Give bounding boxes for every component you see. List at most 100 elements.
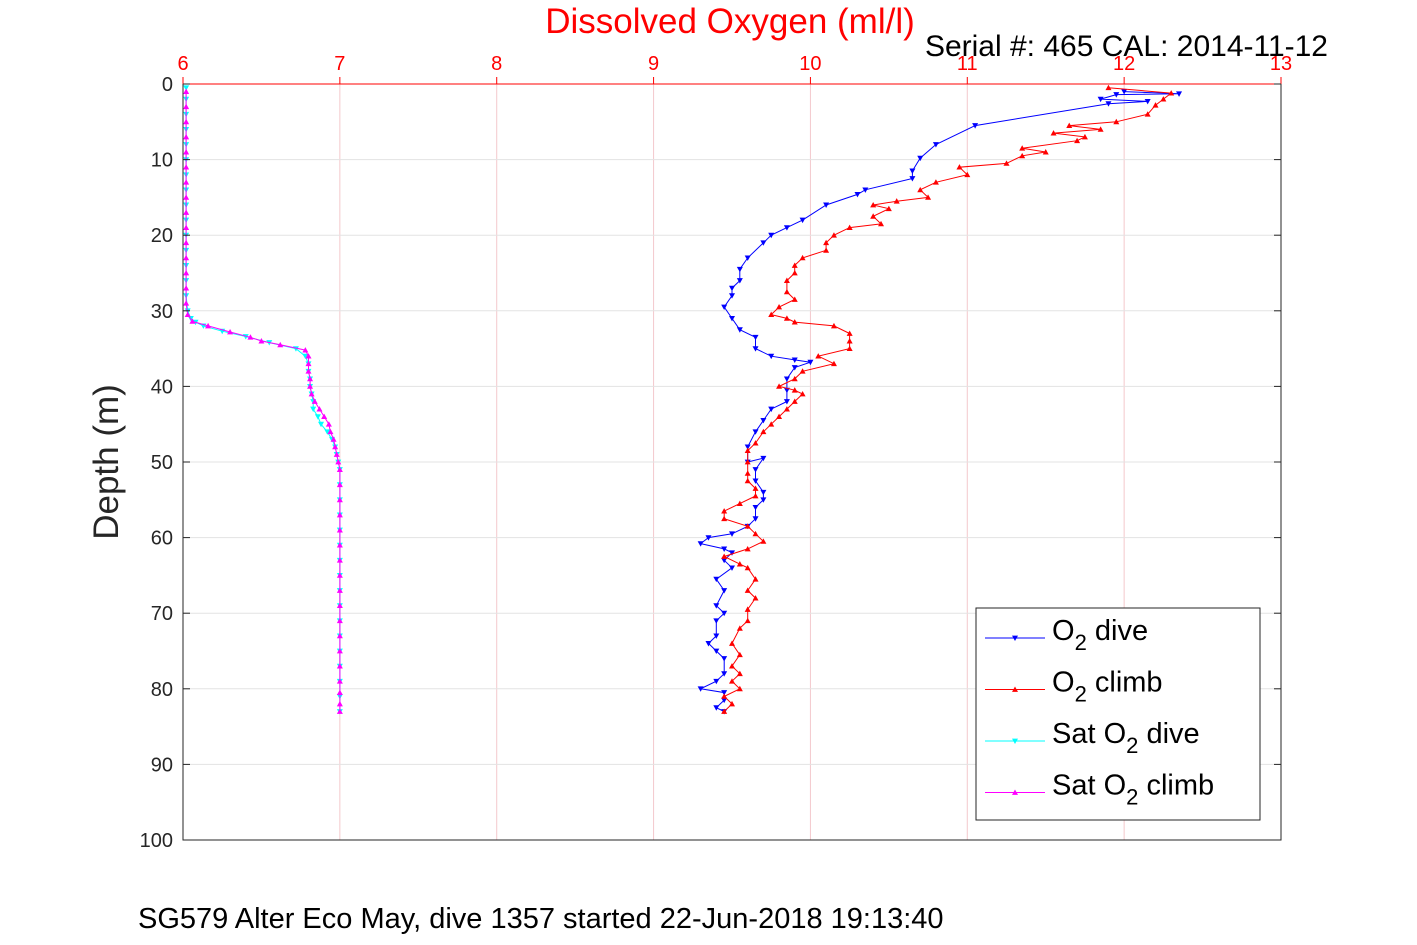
data-point (752, 334, 759, 341)
data-point (332, 443, 339, 450)
data-point (744, 255, 751, 261)
data-point (697, 541, 704, 547)
y-tick-label: 20 (151, 225, 173, 247)
data-point (336, 708, 343, 714)
y-tick-label: 40 (151, 376, 173, 398)
data-point (744, 477, 751, 484)
data-point (964, 171, 971, 178)
chart-title: Dissolved Oxygen (ml/l) (545, 2, 915, 41)
data-point (721, 690, 728, 696)
data-point (189, 318, 196, 324)
data-point (1144, 98, 1151, 105)
data-point (752, 467, 759, 473)
data-point (783, 399, 790, 405)
data-point (721, 656, 728, 662)
data-point (752, 576, 759, 582)
data-point (721, 508, 728, 514)
y-tick-label: 90 (151, 754, 173, 776)
data-point (830, 360, 837, 367)
data-point (721, 697, 728, 704)
data-point (336, 689, 343, 695)
data-point (760, 489, 767, 496)
data-point (744, 523, 751, 529)
data-point (783, 406, 790, 412)
data-point (768, 406, 775, 413)
data-point (183, 300, 190, 306)
legend-label: O2 climb (1052, 667, 1163, 707)
data-point (336, 632, 343, 639)
data-point (760, 428, 767, 435)
data-point (308, 390, 315, 397)
data-point (258, 338, 265, 344)
calibration-subtitle: Serial #: 465 CAL: 2014-11-12 (925, 30, 1328, 63)
legend-box (975, 607, 1261, 821)
data-point (783, 277, 790, 283)
data-point (336, 496, 343, 503)
data-point (247, 334, 254, 340)
data-point (956, 164, 963, 170)
data-point (1144, 111, 1151, 117)
data-point (846, 345, 853, 351)
data-point (183, 239, 190, 246)
data-point (333, 451, 340, 457)
data-point (791, 319, 798, 325)
x-tick-label: 13 (1270, 53, 1292, 75)
data-point (183, 85, 190, 91)
data-point (1152, 102, 1159, 108)
data-point (183, 88, 190, 94)
y-tick-label: 10 (151, 150, 173, 172)
legend-label-sub: 2 (1075, 682, 1087, 707)
data-point (1105, 84, 1112, 91)
data-point (316, 406, 323, 412)
data-point (1074, 137, 1081, 144)
data-point (721, 553, 728, 559)
data-point (846, 338, 853, 344)
data-point (183, 254, 190, 261)
data-point (791, 296, 798, 302)
data-point (760, 455, 767, 462)
data-point (1081, 133, 1088, 140)
legend-swatch-marker (1012, 738, 1018, 744)
data-point (721, 671, 728, 677)
legend-label-sub: 2 (1126, 785, 1138, 810)
data-point (760, 240, 767, 246)
legend-label-main: Sat O (1052, 718, 1126, 750)
legend-label: Sat O2 climb (1052, 770, 1214, 810)
data-point (1113, 92, 1120, 98)
data-point (183, 103, 190, 110)
data-point (736, 500, 743, 506)
data-point (336, 527, 343, 533)
data-point (697, 686, 704, 692)
data-point (791, 270, 798, 276)
data-point (302, 347, 309, 353)
data-point (932, 179, 939, 185)
legend-item: O2 climb (985, 667, 1163, 707)
data-point (307, 375, 314, 382)
data-point (752, 440, 759, 446)
data-point (729, 285, 735, 292)
data-point (917, 155, 924, 162)
data-point (1105, 101, 1112, 107)
data-point (783, 225, 790, 231)
data-point (277, 341, 284, 348)
legend-label-main: O (1052, 615, 1075, 647)
data-point (885, 205, 892, 212)
data-point (854, 191, 861, 198)
data-point (330, 436, 337, 442)
data-point (721, 546, 728, 552)
data-point (870, 213, 877, 219)
data-point (336, 481, 343, 488)
data-point (744, 459, 751, 465)
data-point (932, 142, 939, 148)
data-point (184, 311, 191, 317)
data-point (870, 201, 877, 208)
data-point (744, 587, 751, 593)
data-point (183, 209, 190, 215)
data-point (736, 266, 743, 273)
data-point (729, 663, 735, 669)
data-point (183, 285, 190, 291)
data-point (776, 304, 783, 310)
data-point (744, 606, 751, 612)
data-point (1121, 89, 1128, 95)
